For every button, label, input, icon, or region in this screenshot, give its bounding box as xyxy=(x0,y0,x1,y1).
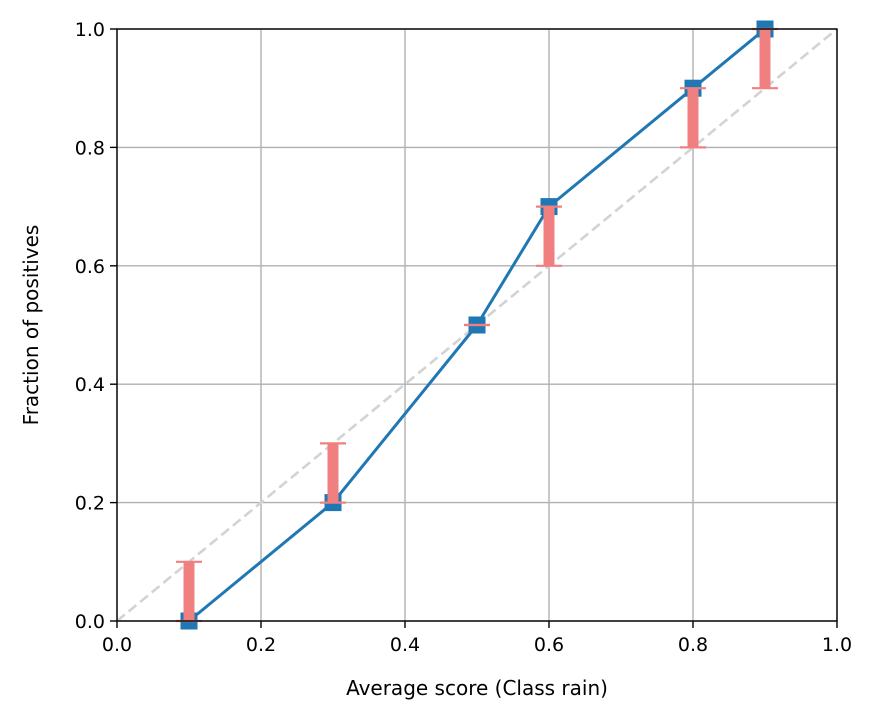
y-tick-label-2: 0.4 xyxy=(75,374,105,396)
axes-frame xyxy=(116,28,838,622)
x-tick-label-5: 1.0 xyxy=(822,634,852,656)
x-tick-label-0: 0.0 xyxy=(102,634,132,656)
interval-body xyxy=(183,561,195,621)
y-axis-label: Fraction of positives xyxy=(19,225,43,426)
y-tick-label-3: 0.6 xyxy=(75,256,105,278)
x-tick-label-1: 0.2 xyxy=(246,634,276,656)
y-tick-label-0: 0.0 xyxy=(75,611,105,633)
series-line xyxy=(188,27,766,623)
interval-bar-3 xyxy=(536,205,562,267)
interval-body xyxy=(687,88,699,148)
x-tick-label-2: 0.4 xyxy=(390,634,420,656)
x-axis-label: Average score (Class rain) xyxy=(346,676,608,700)
y-tick-label-4: 0.8 xyxy=(75,137,105,159)
interval-bar-1 xyxy=(320,442,346,504)
interval-body xyxy=(543,206,555,266)
interval-body xyxy=(759,29,771,89)
y-tick-label-5: 1.0 xyxy=(75,19,105,41)
x-tick-label-4: 0.8 xyxy=(678,634,708,656)
x-tick-label-3: 0.6 xyxy=(534,634,564,656)
y-tick-label-1: 0.2 xyxy=(75,493,105,515)
interval-body xyxy=(327,443,339,503)
interval-bar-4 xyxy=(680,87,706,149)
ticks: 0.0 0.2 0.4 0.6 0.8 1.0 0.0 0.2 0.4 0.6 0.8 1.0 xyxy=(75,19,852,656)
